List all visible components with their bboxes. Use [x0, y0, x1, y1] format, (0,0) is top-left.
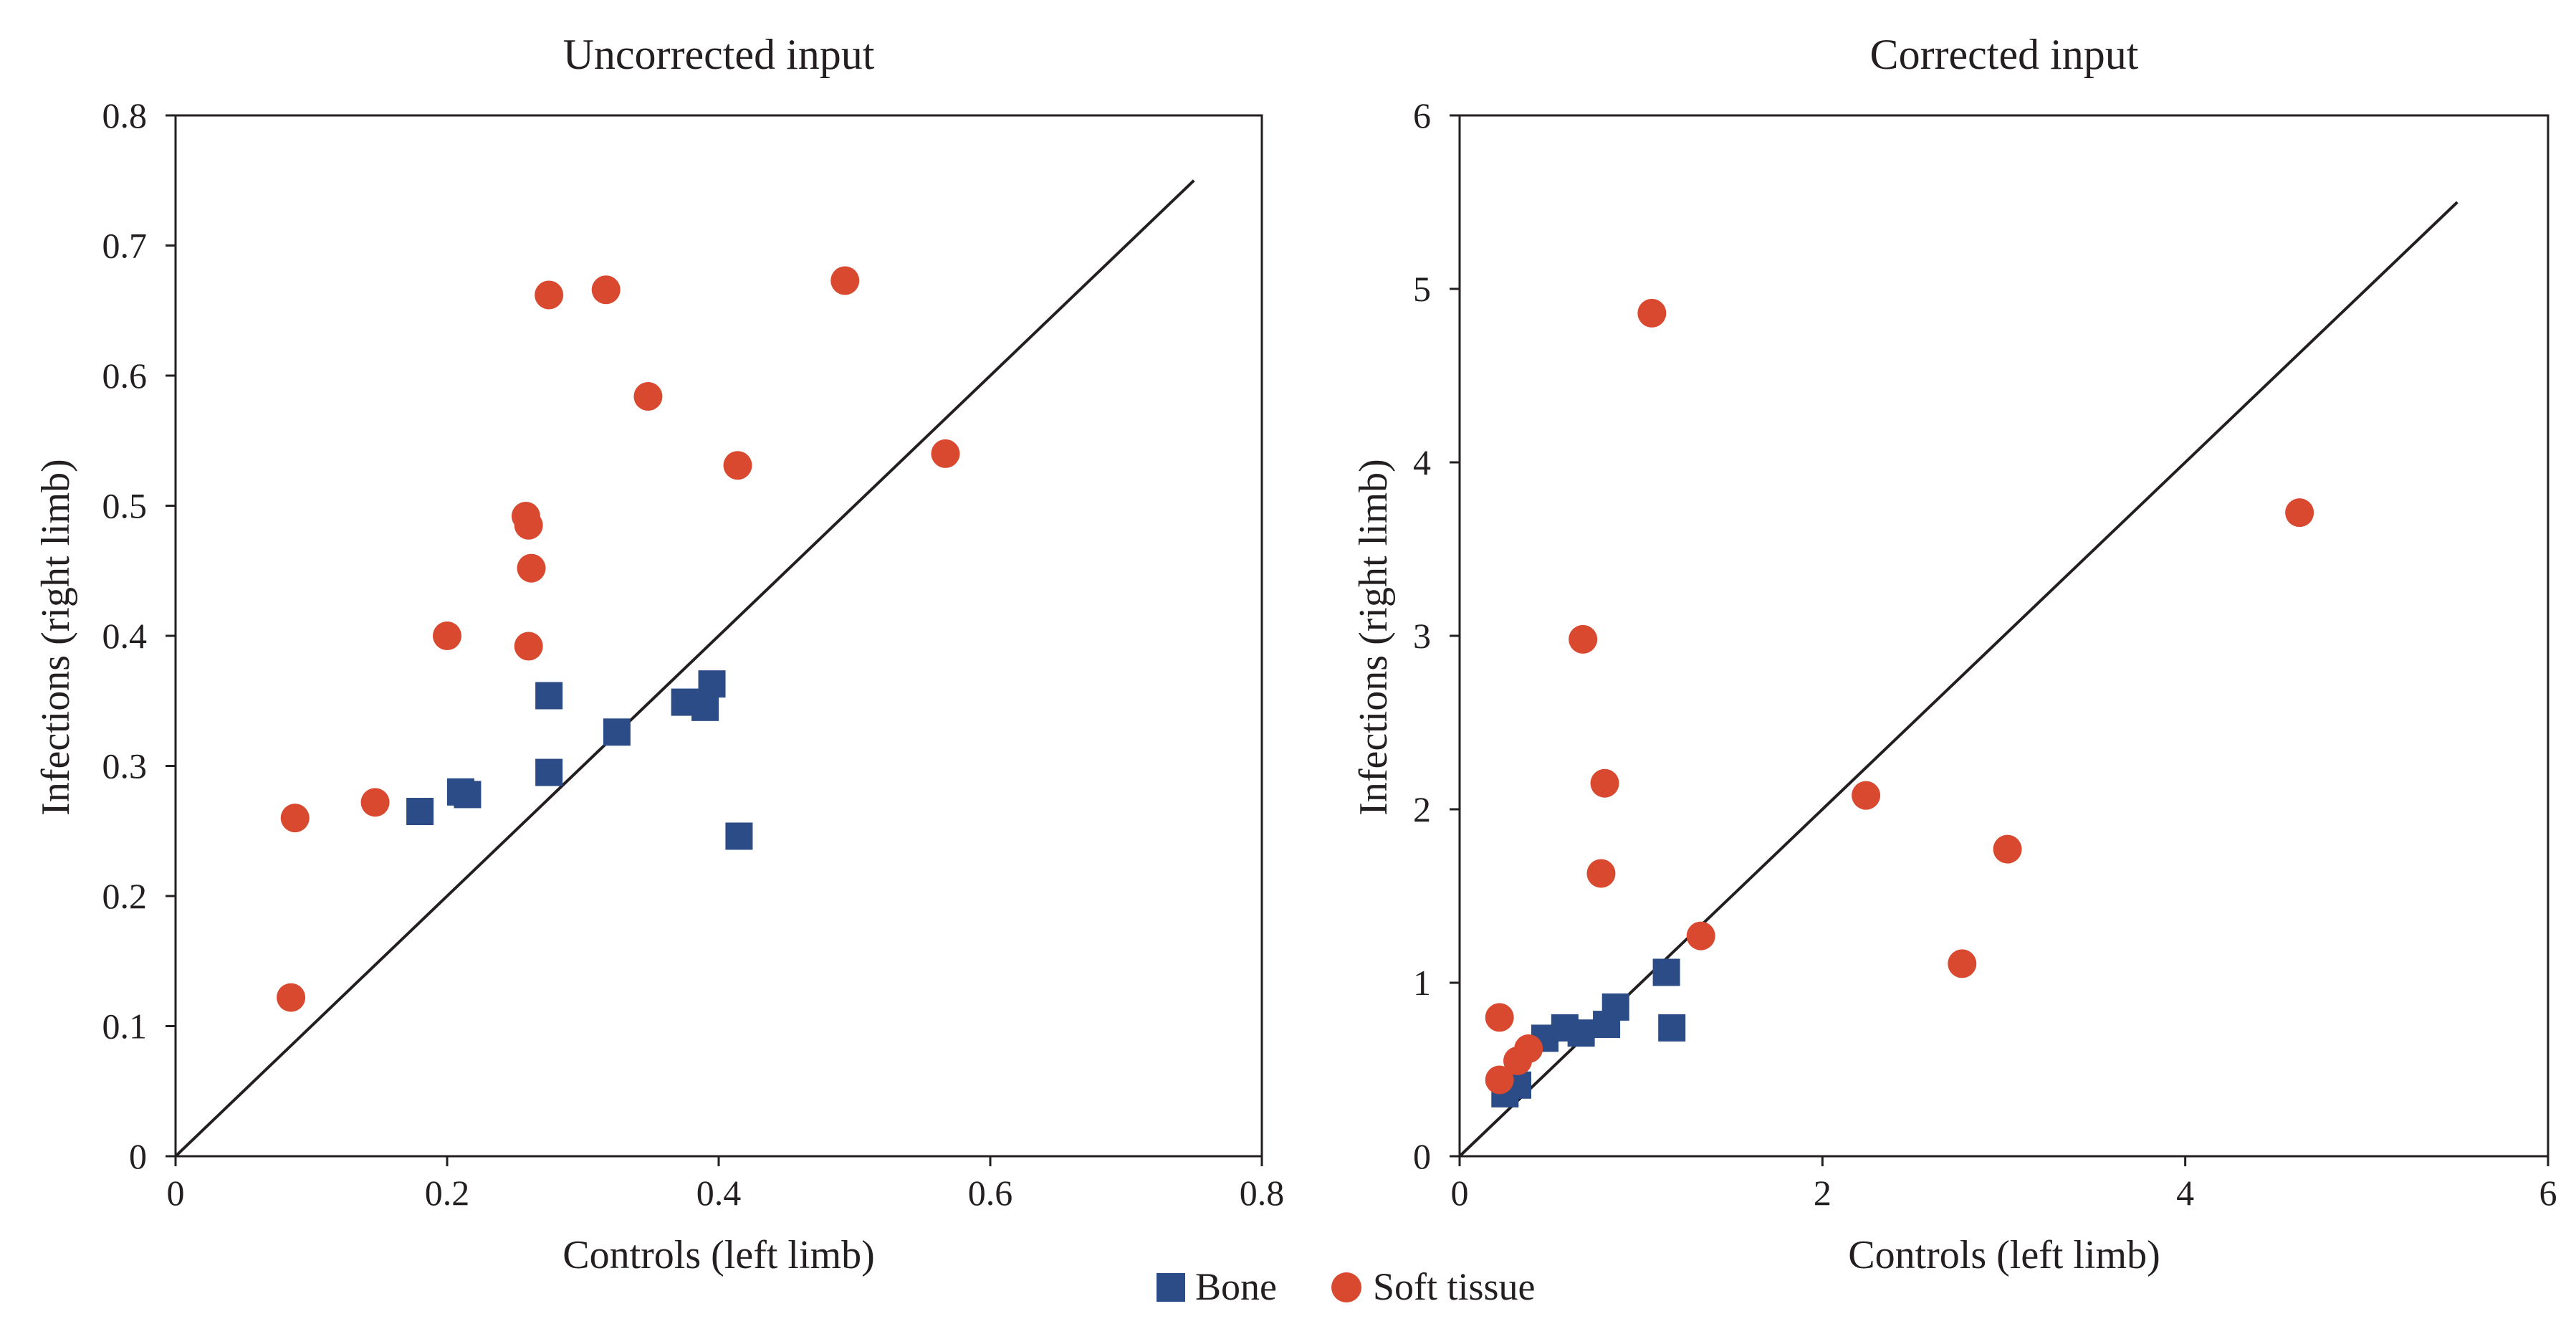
data-point-soft-tissue [931, 439, 960, 468]
y-tick-label: 0.6 [102, 356, 148, 396]
x-axis-label: Controls (left limb) [562, 1233, 875, 1277]
y-tick-label: 1 [1413, 963, 1431, 1003]
y-tick-label: 0 [1413, 1136, 1431, 1176]
x-tick-label: 0.2 [425, 1173, 470, 1213]
data-point-bone [454, 781, 482, 809]
data-point-soft-tissue [277, 983, 306, 1012]
data-point-soft-tissue [360, 788, 390, 817]
data-point-soft-tissue [517, 553, 546, 583]
legend-marker-bone [1157, 1273, 1185, 1302]
data-point-bone [1567, 1019, 1595, 1047]
legend-label-bone: Bone [1195, 1265, 1277, 1308]
data-point-soft-tissue [633, 382, 663, 411]
panel-title: Uncorrected input [563, 31, 875, 78]
data-point-soft-tissue [1569, 624, 1598, 654]
y-tick-label: 0.1 [102, 1006, 148, 1047]
legend-marker-soft-tissue [1331, 1272, 1361, 1302]
data-point-bone [698, 670, 726, 698]
panel-uncorrected: Uncorrected input Controls (left limb) I… [34, 31, 1284, 1277]
data-point-soft-tissue [1514, 1034, 1543, 1063]
data-point-bone [691, 693, 719, 721]
data-point-bone [1658, 1014, 1686, 1042]
data-point-soft-tissue [830, 266, 860, 295]
panel-title: Corrected input [1870, 31, 2139, 78]
data-point-soft-tissue [514, 632, 543, 661]
y-tick-label: 0.2 [102, 876, 148, 916]
data-point-soft-tissue [514, 510, 543, 540]
data-point-bone [535, 682, 563, 710]
data-point-soft-tissue [433, 621, 461, 650]
x-tick-label: 4 [2176, 1173, 2194, 1213]
data-point-soft-tissue [1586, 859, 1616, 888]
reference-line [174, 179, 1195, 1158]
data-point-soft-tissue [1993, 834, 2022, 864]
x-tick-label: 2 [1814, 1173, 1832, 1213]
x-axis-label: Controls (left limb) [1848, 1233, 2160, 1277]
y-tick-label: 6 [1413, 95, 1431, 135]
plot-area-corrected: 0 2 4 6 0 1 2 3 4 5 6 [1413, 95, 2557, 1213]
data-point-bone [1652, 958, 1680, 986]
data-point-soft-tissue [1948, 949, 1977, 978]
plot-area-uncorrected: 0 0.2 0.4 0.6 0.8 0 0.1 0.2 0.3 0.4 0.5 0.6 0.7 0.8 [102, 95, 1285, 1213]
y-tick-label: 0.3 [102, 746, 148, 786]
data-point-soft-tissue [2285, 498, 2314, 528]
y-tick-label: 0.4 [102, 616, 148, 656]
y-tick-label: 0.8 [102, 95, 148, 135]
data-point-soft-tissue [723, 451, 752, 480]
data-point-soft-tissue [1686, 921, 1715, 951]
y-tick-label: 4 [1413, 442, 1431, 482]
data-point-soft-tissue [1485, 1003, 1514, 1032]
x-tick-label: 0.4 [696, 1173, 742, 1213]
x-tick-label: 0.8 [1240, 1173, 1285, 1213]
x-tick-label: 0 [1451, 1173, 1469, 1213]
data-point-bone [406, 798, 434, 826]
legend-label-soft-tissue: Soft tissue [1373, 1265, 1536, 1308]
data-point-soft-tissue [591, 275, 621, 305]
y-tick-label: 0.5 [102, 486, 148, 526]
data-point-soft-tissue [1485, 1065, 1514, 1095]
legend: Bone Soft tissue [1157, 1265, 1536, 1308]
y-tick-label: 0.7 [102, 226, 148, 266]
data-point-soft-tissue [535, 280, 564, 310]
y-tick-label: 5 [1413, 269, 1431, 309]
data-point-bone [535, 758, 563, 786]
data-point-bone [725, 822, 753, 850]
data-point-soft-tissue [1852, 781, 1881, 810]
data-point-soft-tissue [1590, 768, 1619, 798]
data-point-bone [603, 718, 631, 746]
data-point-soft-tissue [280, 804, 310, 833]
panel-corrected: Corrected input Controls (left limb) Inf… [1351, 31, 2557, 1277]
y-tick-label: 2 [1413, 789, 1431, 829]
data-point-soft-tissue [1637, 298, 1667, 328]
x-tick-label: 0.6 [968, 1173, 1013, 1213]
y-axis-label: Infections (right limb) [1351, 459, 1396, 816]
y-axis-label: Infections (right limb) [34, 459, 78, 816]
x-tick-label: 0 [167, 1173, 185, 1213]
y-tick-label: 3 [1413, 616, 1431, 656]
y-tick-label: 0 [129, 1136, 147, 1176]
x-tick-label: 6 [2539, 1173, 2557, 1213]
data-point-bone [1601, 993, 1629, 1021]
